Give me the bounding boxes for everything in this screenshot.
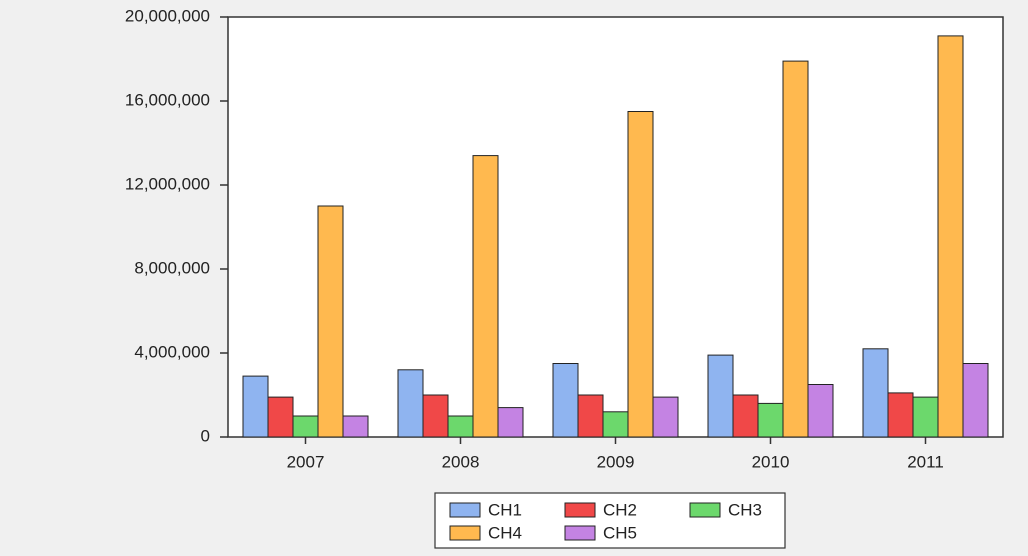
bar: [497, 407, 524, 438]
bar: [782, 60, 809, 438]
bar: [292, 415, 319, 438]
bar: [577, 394, 604, 438]
legend-swatch: [689, 502, 721, 518]
legend-label: CH2: [603, 500, 637, 519]
bar: [652, 396, 679, 438]
y-tick-label: 20,000,000: [125, 6, 210, 25]
bar: [962, 363, 989, 438]
bar: [862, 348, 889, 438]
x-tick-label: 2011: [907, 452, 944, 471]
y-tick-label: 4,000,000: [134, 342, 210, 361]
legend-label: CH3: [728, 500, 762, 519]
x-tick-label: 2007: [287, 452, 325, 471]
x-tick-label: 2008: [442, 452, 480, 471]
bar: [807, 384, 834, 438]
legend-swatch: [564, 502, 596, 518]
bar: [602, 411, 629, 438]
bar: [707, 354, 734, 438]
legend-swatch: [564, 525, 596, 541]
legend-label: CH1: [488, 500, 522, 519]
legend-swatch: [449, 502, 481, 518]
bar: [317, 205, 344, 438]
bar: [912, 396, 939, 438]
y-tick-label: 12,000,000: [125, 174, 210, 193]
bar: [732, 394, 759, 438]
bar: [397, 369, 424, 438]
bar: [627, 111, 654, 438]
bar: [552, 363, 579, 438]
x-tick-label: 2010: [752, 452, 790, 471]
bar: [472, 155, 499, 438]
bar: [757, 402, 784, 438]
legend: [434, 492, 786, 549]
bar: [937, 35, 964, 438]
bar: [242, 375, 269, 438]
bar: [447, 415, 474, 438]
legend-label: CH5: [603, 523, 637, 542]
bar: [267, 396, 294, 438]
bar: [422, 394, 449, 438]
y-tick-label: 16,000,000: [125, 90, 210, 109]
legend-swatch: [449, 525, 481, 541]
bar: [342, 415, 369, 438]
y-tick-label: 0: [201, 426, 210, 445]
bar: [887, 392, 914, 438]
y-tick-label: 8,000,000: [134, 258, 210, 277]
legend-label: CH4: [488, 523, 522, 542]
x-tick-label: 2009: [597, 452, 635, 471]
